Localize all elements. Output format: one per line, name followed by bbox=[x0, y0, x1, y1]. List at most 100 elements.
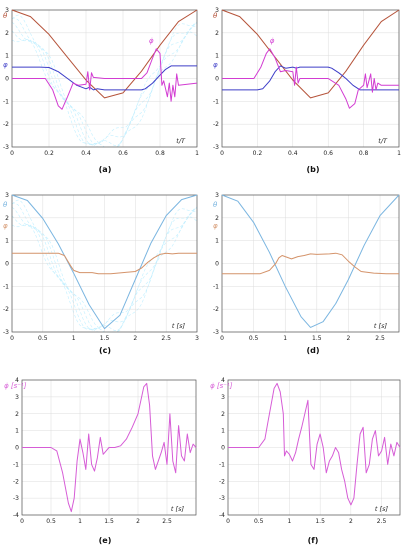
y-tick-label: -1 bbox=[219, 461, 225, 468]
y-tick-label: 1 bbox=[221, 428, 225, 435]
y-tick-label: -2 bbox=[213, 121, 219, 128]
panel-caption: (c) bbox=[99, 346, 111, 355]
x-tick-label: 1.5 bbox=[104, 518, 114, 525]
y-tick-label: 2 bbox=[221, 411, 225, 418]
x-tick-label: 0 bbox=[220, 150, 224, 157]
y-tick-label: 1 bbox=[215, 238, 219, 245]
x-axis-label: t [s] bbox=[375, 505, 389, 513]
y-tick-label: -2 bbox=[219, 478, 225, 485]
x-tick-label: 0 bbox=[220, 335, 224, 342]
panel-caption: (e) bbox=[99, 536, 112, 545]
series-label: θ bbox=[213, 201, 218, 209]
panel-caption: (b) bbox=[306, 165, 319, 174]
y-tick-label: -1 bbox=[3, 283, 9, 290]
y-tick-label: -1 bbox=[213, 283, 219, 290]
x-tick-label: 0.6 bbox=[323, 150, 333, 157]
series-label: φ bbox=[213, 61, 218, 69]
x-tick-label: 0.5 bbox=[46, 518, 56, 525]
panel-caption: (a) bbox=[99, 165, 112, 174]
x-tick-label: 0.5 bbox=[249, 335, 259, 342]
x-tick-label: 0 bbox=[20, 518, 24, 525]
x-tick-label: 3 bbox=[195, 335, 199, 342]
x-tick-label: 1 bbox=[78, 518, 82, 525]
x-tick-label: 0.2 bbox=[253, 150, 263, 157]
y-tick-label: -1 bbox=[13, 461, 19, 468]
y-tick-label: 0 bbox=[215, 261, 219, 268]
y-tick-label: 2 bbox=[5, 215, 9, 222]
series-line bbox=[12, 252, 197, 275]
x-tick-label: 0 bbox=[10, 150, 14, 157]
y-tick-label: 0 bbox=[5, 76, 9, 83]
series-label: φ̇ bbox=[270, 37, 275, 45]
x-tick-label: 0.4 bbox=[288, 150, 298, 157]
y-tick-label: -3 bbox=[213, 144, 219, 151]
y-tick-label: 3 bbox=[5, 192, 9, 199]
x-axis-label: t/T bbox=[176, 137, 186, 145]
x-tick-label: 2.5 bbox=[161, 335, 171, 342]
x-axis-label: t [s] bbox=[172, 322, 186, 330]
x-tick-label: 0.5 bbox=[38, 335, 48, 342]
series-line bbox=[12, 48, 198, 110]
noise-line bbox=[11, 21, 198, 147]
x-tick-label: 2 bbox=[133, 335, 137, 342]
y-tick-label: 0 bbox=[215, 76, 219, 83]
y-tick-label: -4 bbox=[219, 512, 225, 519]
y-tick-label: 0 bbox=[221, 445, 225, 452]
x-tick-label: 2 bbox=[347, 335, 351, 342]
series-line bbox=[11, 194, 198, 330]
x-tick-label: 0 bbox=[10, 335, 14, 342]
y-tick-label: 3 bbox=[15, 394, 19, 401]
y-tick-label: 4 bbox=[15, 377, 19, 384]
y-tick-label: -4 bbox=[13, 512, 19, 519]
y-tick-label: -3 bbox=[3, 329, 9, 336]
y-tick-label: 3 bbox=[5, 7, 9, 14]
series-line bbox=[11, 9, 198, 99]
series-line bbox=[221, 194, 400, 328]
y-tick-label: -2 bbox=[3, 121, 9, 128]
series-line bbox=[12, 65, 197, 91]
x-tick-label: 0 bbox=[226, 518, 230, 525]
noise-line bbox=[11, 14, 198, 143]
x-tick-label: 0.2 bbox=[44, 150, 54, 157]
x-tick-label: 1 bbox=[397, 150, 401, 157]
y-tick-label: -3 bbox=[3, 144, 9, 151]
x-axis-label: t [s] bbox=[171, 505, 185, 513]
x-tick-label: 0.6 bbox=[118, 150, 128, 157]
panel-caption: (f) bbox=[308, 536, 319, 545]
series-line bbox=[222, 65, 399, 91]
x-tick-label: 1 bbox=[288, 518, 292, 525]
series-label: φ̇ bbox=[149, 37, 154, 45]
series-label: θ bbox=[3, 12, 8, 20]
series-line bbox=[222, 48, 399, 109]
x-tick-label: 1 bbox=[72, 335, 76, 342]
y-axis-label: φ̇ [s⁻¹] bbox=[210, 382, 233, 390]
x-axis-label: t/T bbox=[378, 137, 388, 145]
y-tick-label: 3 bbox=[215, 7, 219, 14]
y-tick-label: 1 bbox=[215, 53, 219, 60]
y-tick-label: -2 bbox=[13, 478, 19, 485]
y-tick-label: 2 bbox=[5, 30, 9, 37]
x-tick-label: 2.5 bbox=[377, 518, 387, 525]
series-line bbox=[222, 252, 399, 275]
x-tick-label: 1 bbox=[283, 335, 287, 342]
x-axis-label: t [s] bbox=[374, 322, 388, 330]
y-axis-label: φ̇ [s⁻¹] bbox=[4, 382, 27, 390]
y-tick-label: 2 bbox=[215, 30, 219, 37]
x-tick-label: 2 bbox=[349, 518, 353, 525]
y-tick-label: -2 bbox=[3, 306, 9, 313]
noise-artifact-a bbox=[11, 14, 198, 148]
x-tick-label: 0.5 bbox=[254, 518, 264, 525]
y-tick-label: 0 bbox=[5, 261, 9, 268]
x-tick-label: 2 bbox=[136, 518, 140, 525]
series-line bbox=[22, 382, 197, 513]
x-tick-label: 1 bbox=[195, 150, 199, 157]
x-tick-label: 2.5 bbox=[162, 518, 172, 525]
x-tick-label: 0.4 bbox=[81, 150, 91, 157]
noise-line bbox=[11, 17, 198, 145]
y-tick-label: -3 bbox=[219, 495, 225, 502]
